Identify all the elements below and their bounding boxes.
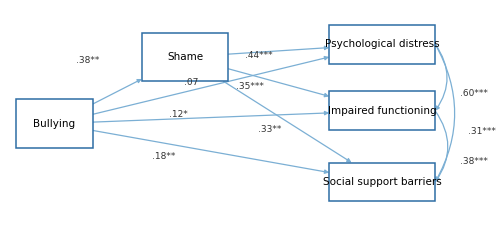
Text: Social support barriers: Social support barriers: [323, 177, 442, 187]
Text: .12*: .12*: [170, 110, 188, 119]
FancyBboxPatch shape: [16, 99, 92, 148]
FancyBboxPatch shape: [329, 162, 435, 201]
Text: .38***: .38***: [460, 157, 487, 166]
Text: .60***: .60***: [460, 89, 487, 98]
FancyBboxPatch shape: [329, 25, 435, 64]
FancyBboxPatch shape: [142, 32, 228, 81]
Text: .38**: .38**: [76, 56, 100, 65]
Text: .35***: .35***: [236, 82, 264, 91]
Text: .18**: .18**: [152, 153, 176, 162]
Text: Psychological distress: Psychological distress: [325, 39, 440, 49]
Text: Impaired functioning: Impaired functioning: [328, 106, 436, 116]
FancyBboxPatch shape: [329, 91, 435, 130]
Text: .31***: .31***: [468, 127, 496, 136]
Text: .44***: .44***: [246, 51, 273, 60]
Text: .33**: .33**: [258, 125, 281, 134]
Text: Bullying: Bullying: [34, 119, 76, 129]
Text: Shame: Shame: [167, 52, 203, 62]
Text: .07: .07: [184, 78, 198, 87]
